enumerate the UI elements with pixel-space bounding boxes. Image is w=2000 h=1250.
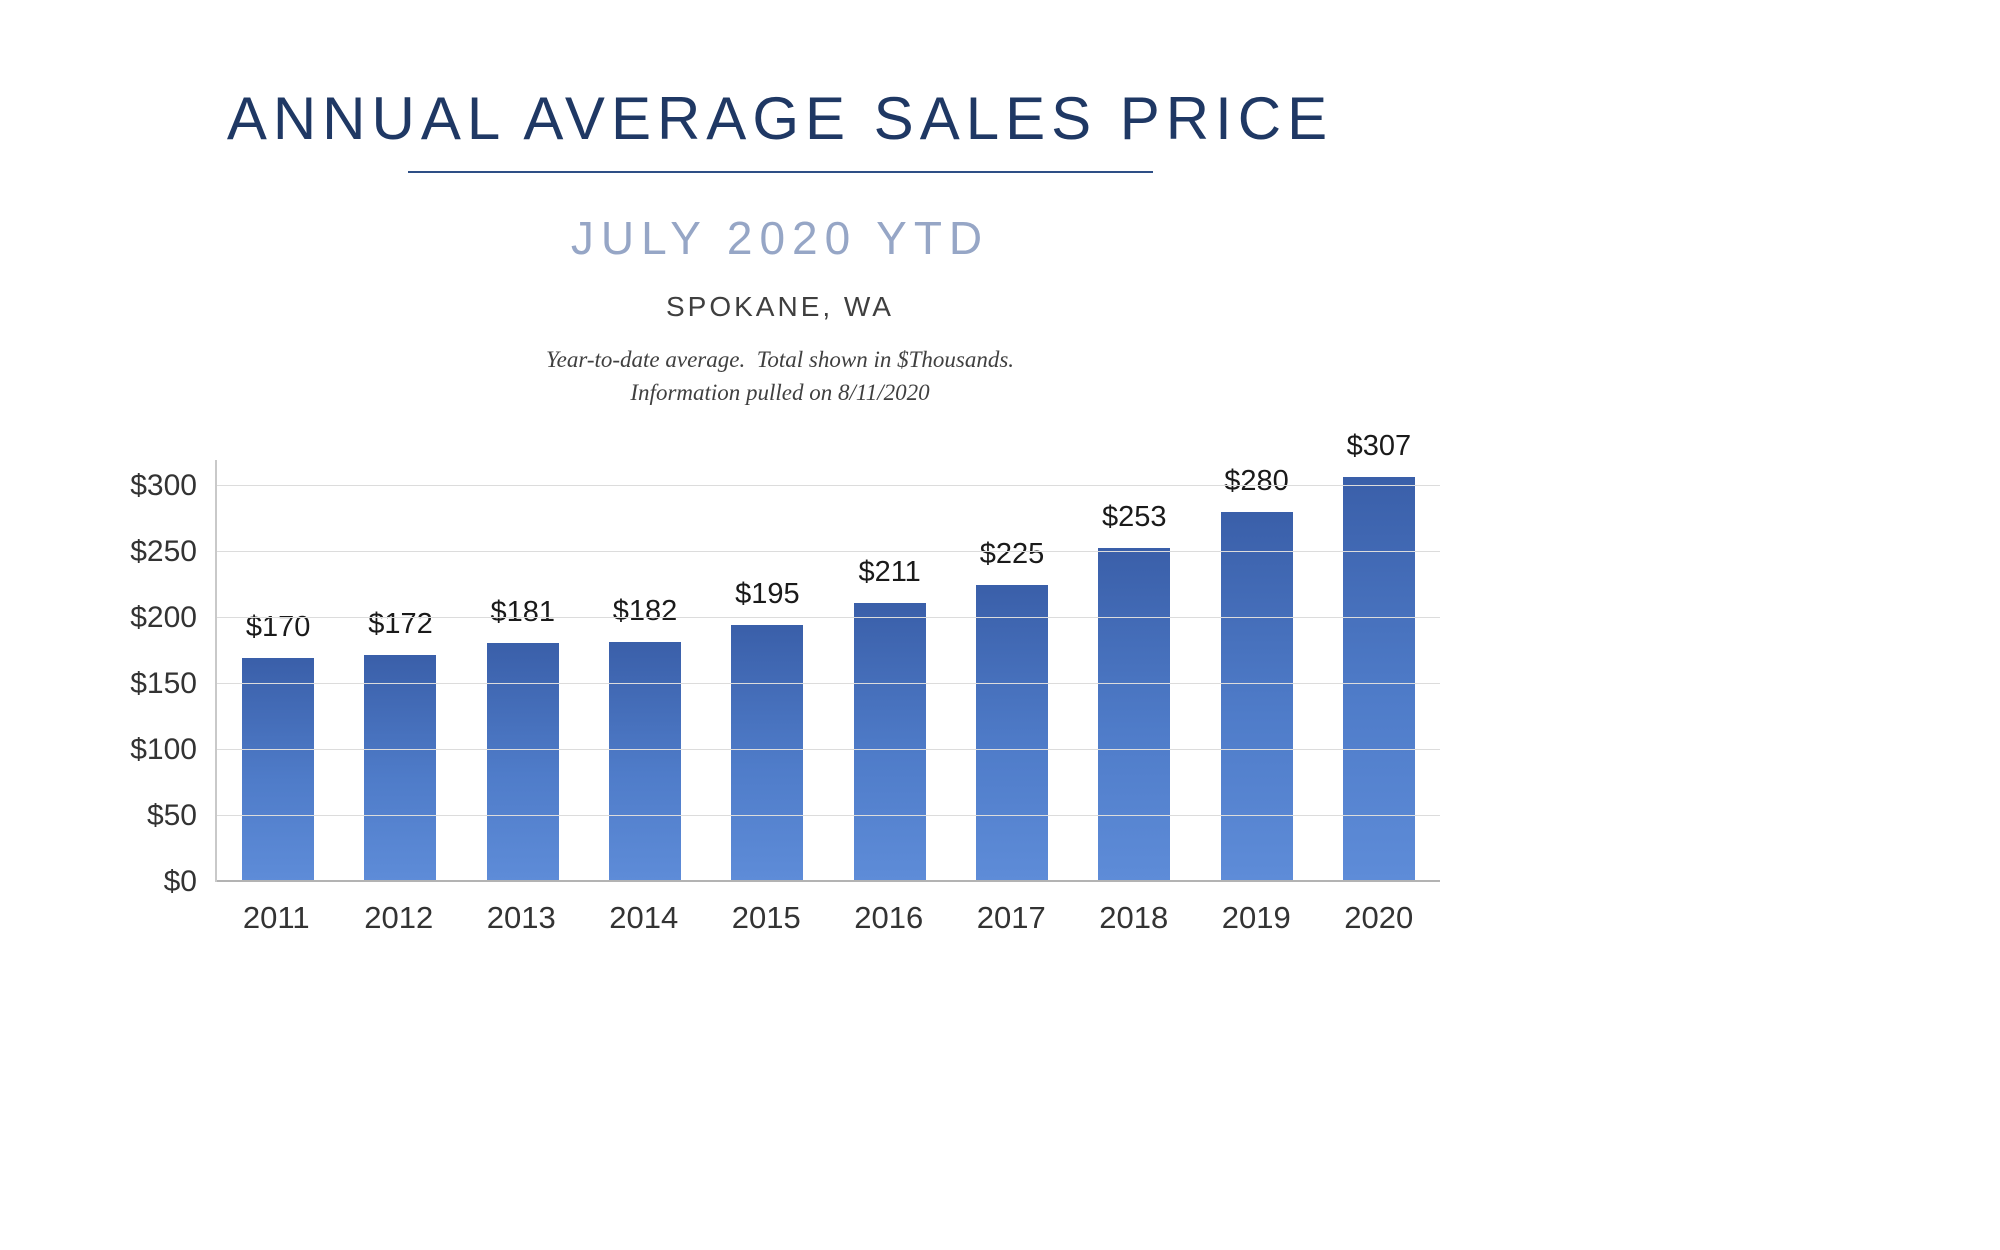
y-tick-label: $50 (146, 798, 197, 832)
x-axis-line (217, 879, 1440, 882)
x-tick-label: 2016 (854, 899, 924, 935)
bars-container: $170 $172 $181 $182 $195 $211 $225 $253 $280 $307 (217, 430, 1440, 882)
x-tick-label: 2017 (976, 899, 1046, 935)
bar-value-label: $211 (858, 556, 921, 589)
gridline (217, 748, 1440, 750)
chart-notes: Year-to-date average. Total shown in $Th… (0, 343, 1560, 410)
x-tick-label: 2014 (609, 899, 679, 935)
gridline (217, 616, 1440, 618)
bar-column: $253 (1073, 460, 1195, 882)
chart-header: ANNUAL AVERAGE SALES PRICE JULY 2020 YTD… (0, 0, 1560, 410)
x-tick-label: 2015 (731, 899, 801, 935)
x-tick-label: 2012 (364, 899, 434, 935)
bar-2014 (609, 641, 682, 882)
x-tick-label: 2018 (1099, 899, 1169, 935)
bar-chart: $0 $50 $100 $150 $200 $250 $300 $170 $172 $181 $1… (120, 430, 1440, 942)
bar-2012 (364, 654, 437, 882)
bar-column: $280 (1195, 460, 1317, 882)
title-divider (407, 171, 1153, 173)
bar-value-label: $170 (245, 610, 311, 643)
y-tick-label: $250 (130, 535, 197, 568)
note-line-1: Year-to-date average. Total shown in $Th… (545, 347, 1015, 372)
x-axis-labels: 2011 2012 2013 2014 2015 2016 2017 2018 2019 2020 (215, 882, 1440, 942)
y-axis-labels: $0 $50 $100 $150 $200 $250 $300 (120, 460, 215, 898)
bar-value-label: $172 (368, 607, 433, 640)
bar-2019 (1220, 512, 1293, 882)
chart-subtitle: JULY 2020 YTD (570, 212, 990, 264)
bar-value-label: $307 (1346, 429, 1412, 462)
bar-value-label: $225 (979, 537, 1045, 570)
bar-value-label: $181 (490, 596, 555, 628)
bar-column: $182 (584, 460, 706, 882)
y-tick-label: $100 (130, 732, 197, 766)
bar-2017 (975, 584, 1048, 882)
x-tick-label: 2013 (486, 899, 556, 935)
note-line-2: Information pulled on 8/11/2020 (630, 380, 930, 406)
bar-value-label: $280 (1224, 465, 1289, 498)
y-tick-label: $0 (163, 864, 197, 898)
bar-2015 (731, 624, 804, 882)
bar-column: $172 (339, 460, 461, 882)
bar-2013 (486, 643, 559, 882)
x-tick-label: 2011 (242, 899, 310, 935)
bar-value-label: $182 (612, 594, 678, 627)
bar-column: $195 (706, 460, 828, 882)
location-label: SPOKANE, WA (665, 291, 894, 322)
bar-2016 (853, 603, 926, 882)
bar-2011 (242, 657, 315, 882)
gridline (217, 814, 1440, 816)
y-tick-label: $150 (130, 666, 197, 700)
gridline (217, 682, 1440, 684)
x-tick-label: 2020 (1344, 899, 1414, 935)
gridline (217, 551, 1440, 552)
gridline (217, 485, 1440, 487)
bar-column: $181 (462, 460, 584, 882)
bar-2020 (1342, 476, 1415, 882)
bar-value-label: $253 (1101, 501, 1167, 534)
bar-value-label: $195 (735, 577, 800, 610)
bar-column: $170 (217, 460, 339, 882)
bar-column: $211 (829, 460, 951, 882)
bar-column: $307 (1318, 430, 1440, 882)
bar-column: $225 (951, 460, 1073, 882)
y-tick-label: $300 (130, 469, 197, 503)
plot-area: $170 $172 $181 $182 $195 $211 $225 $253 $280 $307 (215, 430, 1440, 882)
bar-2018 (1098, 548, 1171, 882)
x-tick-label: 2019 (1221, 899, 1291, 935)
page-title: ANNUAL AVERAGE SALES PRICE (226, 85, 1334, 152)
y-tick-label: $200 (130, 600, 197, 634)
